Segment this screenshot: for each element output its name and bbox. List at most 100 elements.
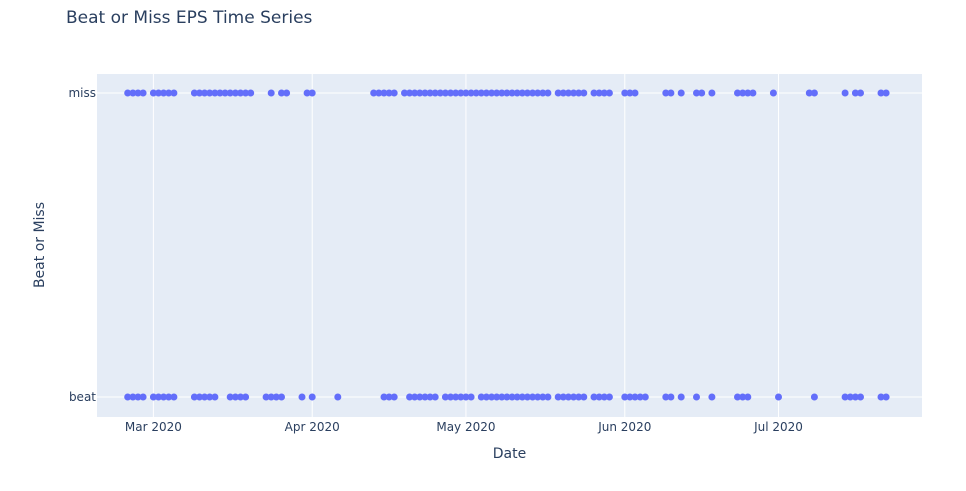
data-point-miss: [196, 89, 203, 97]
data-point-miss: [149, 89, 157, 97]
data-point-miss: [693, 89, 700, 97]
data-point-miss: [513, 89, 521, 97]
data-point-miss: [380, 89, 388, 97]
data-point-beat: [667, 393, 675, 401]
data-point-miss: [452, 89, 460, 97]
data-point-miss: [206, 89, 214, 97]
data-point-beat: [605, 393, 613, 401]
data-point-miss: [170, 89, 178, 97]
data-point-miss: [457, 89, 465, 97]
data-point-beat: [165, 393, 173, 401]
data-point-miss: [406, 89, 414, 97]
data-point-beat: [298, 393, 306, 401]
data-point-miss: [436, 89, 444, 97]
data-point-beat: [231, 393, 239, 401]
data-point-beat: [554, 393, 562, 401]
data-point-miss: [477, 89, 485, 97]
data-point-beat: [559, 393, 567, 401]
data-point-beat: [626, 393, 634, 401]
data-point-beat: [498, 393, 506, 401]
data-point-miss: [190, 89, 198, 97]
data-point-miss: [160, 89, 168, 97]
data-point-beat: [580, 393, 588, 401]
data-point-beat: [590, 393, 598, 401]
data-point-beat: [877, 393, 885, 401]
data-point-miss: [421, 89, 429, 97]
data-point-miss: [810, 89, 818, 97]
data-point-miss: [595, 89, 603, 97]
data-point-beat: [462, 393, 470, 401]
data-point-miss: [411, 89, 419, 97]
data-point-beat: [406, 393, 414, 401]
data-point-miss: [564, 89, 572, 97]
data-point-miss: [508, 89, 516, 97]
data-point-miss: [667, 89, 675, 97]
data-point-miss: [242, 89, 250, 97]
data-point-miss: [278, 89, 285, 97]
data-point-beat: [457, 393, 465, 401]
data-point-miss: [216, 89, 224, 97]
plot-area: [97, 74, 922, 417]
data-point-miss: [237, 89, 244, 97]
data-point-miss: [744, 89, 752, 97]
data-point-miss: [221, 89, 229, 97]
data-point-beat: [262, 393, 270, 401]
data-point-miss: [631, 89, 639, 97]
data-point-miss: [155, 89, 162, 97]
data-point-beat: [734, 393, 741, 401]
data-point-beat: [385, 393, 393, 401]
data-point-beat: [308, 393, 316, 401]
data-point-miss: [534, 89, 542, 97]
data-point-beat: [272, 393, 280, 401]
data-point-miss: [385, 89, 393, 97]
data-point-beat: [390, 393, 398, 401]
data-point-beat: [477, 393, 485, 401]
x-tick-label: Jun 2020: [597, 420, 651, 434]
data-point-beat: [529, 393, 537, 401]
data-point-beat: [523, 393, 531, 401]
data-point-beat: [636, 393, 644, 401]
data-point-beat: [129, 393, 137, 401]
data-point-beat: [493, 393, 501, 401]
data-point-miss: [734, 89, 741, 97]
data-point-miss: [518, 89, 526, 97]
data-point-beat: [677, 393, 685, 401]
data-point-miss: [447, 89, 455, 97]
data-point-beat: [851, 393, 859, 401]
data-point-beat: [201, 393, 209, 401]
data-point-miss: [570, 89, 578, 97]
x-tick-label: May 2020: [436, 420, 495, 434]
data-point-beat: [139, 393, 147, 401]
data-point-miss: [370, 89, 378, 97]
x-tick-label: Mar 2020: [125, 420, 182, 434]
data-point-miss: [662, 89, 670, 97]
data-point-beat: [149, 393, 157, 401]
data-point-beat: [278, 393, 285, 401]
data-point-beat: [226, 393, 234, 401]
data-point-miss: [590, 89, 598, 97]
data-point-beat: [641, 393, 649, 401]
data-point-beat: [503, 393, 511, 401]
data-point-miss: [626, 89, 634, 97]
data-point-beat: [206, 393, 214, 401]
data-point-miss: [375, 89, 383, 97]
data-point-beat: [211, 393, 219, 401]
data-point-beat: [810, 393, 818, 401]
data-point-miss: [401, 89, 408, 97]
data-point-beat: [708, 393, 716, 401]
data-points: [124, 89, 890, 401]
data-point-beat: [846, 393, 854, 401]
data-point-beat: [155, 393, 162, 401]
data-point-miss: [575, 89, 583, 97]
data-point-miss: [124, 89, 132, 97]
data-point-miss: [544, 89, 552, 97]
data-point-miss: [201, 89, 209, 97]
data-point-miss: [708, 89, 716, 97]
data-point-miss: [231, 89, 239, 97]
y-tick-label: miss: [68, 86, 96, 100]
data-point-miss: [857, 89, 864, 97]
data-point-beat: [662, 393, 670, 401]
data-point-beat: [196, 393, 203, 401]
y-tick-labels: beat miss: [68, 86, 96, 404]
